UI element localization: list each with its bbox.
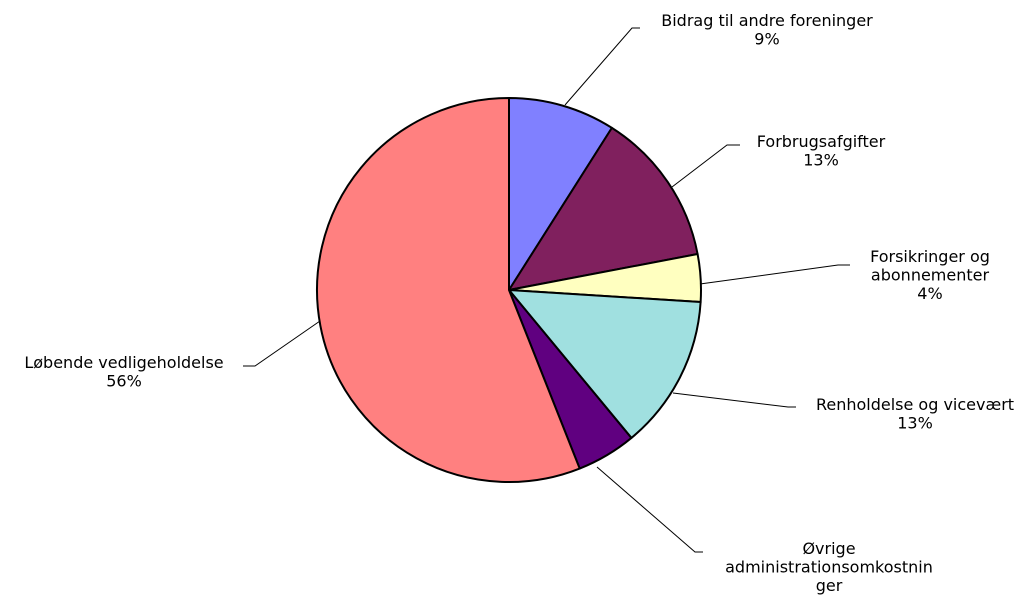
slice-label-line: Forsikringer og [870, 247, 990, 266]
pie-slice [316, 97, 581, 483]
slice-label: Forbrugsafgifter 13% [757, 132, 886, 170]
slice-percent-label: 13% [803, 151, 839, 170]
slice-label-line: administrationsomkostnin [725, 558, 933, 577]
slices-layer [316, 97, 702, 483]
leader-line [671, 144, 740, 188]
leader-line [672, 392, 796, 408]
leader-line [564, 27, 640, 106]
slice-label: Forsikringer og abonnementer 4% [870, 247, 990, 303]
leader-line [596, 466, 703, 553]
leader-lines-layer [243, 27, 850, 553]
slice-label: Bidrag til andre foreninger 9% [661, 11, 873, 49]
slice-label: Øvrigeadministrationsomkostninger5% [725, 539, 933, 595]
slice-label-line: ger [816, 576, 843, 595]
slice-percent-label: 13% [897, 414, 933, 433]
slice-label-line: Forbrugsafgifter [757, 132, 886, 151]
slice-label-line: Renholdelse og vicevært [816, 395, 1014, 414]
slice-percent-label: 56% [106, 372, 142, 391]
pie-slice [508, 289, 702, 439]
slice-percent-label: 4% [917, 284, 942, 303]
slice-percent-label: 9% [754, 30, 779, 49]
slice-label-line: Øvrige [802, 539, 855, 558]
slice-label-line: Løbende vedligeholdelse [24, 353, 223, 372]
labels-layer: Bidrag til andre foreninger 9% Forbrugsafg… [24, 11, 1014, 599]
slice-label: Løbende vedligeholdelse 56% [24, 353, 223, 391]
slice-label-line: abonnementer [871, 266, 990, 285]
pie-slice [508, 97, 613, 291]
leader-line [243, 320, 321, 367]
pie-slice [508, 126, 699, 291]
slice-label-line: Bidrag til andre foreninger [661, 11, 873, 30]
leader-line [699, 264, 850, 285]
slice-label: Renholdelse og vicevært 13% [816, 395, 1014, 433]
